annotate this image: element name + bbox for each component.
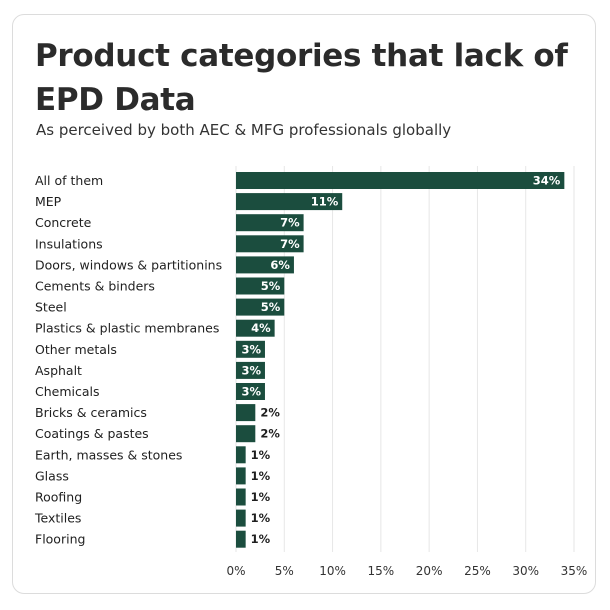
category-label: Chemicals [35,384,100,399]
data-label: 1% [251,490,271,504]
x-axis-ticks: 0% 5% 10% 15% 20% 25% 30% 35% [226,564,587,578]
data-label: 5% [261,279,281,293]
data-label: 34% [533,174,561,188]
data-label: 1% [251,448,271,462]
category-label: Textiles [34,511,81,526]
chart-subtitle: As perceived by both AEC & MFG professio… [36,121,452,139]
x-tick-label: 25% [464,564,491,578]
data-label: 6% [270,258,290,272]
x-tick-label: 15% [368,564,395,578]
category-label: Other metals [35,342,117,357]
bar [236,530,246,548]
category-label: Insulations [35,236,103,251]
bar [236,193,343,211]
category-label: Steel [35,300,67,315]
bar [236,509,246,527]
bar [236,214,304,232]
data-label: 11% [311,195,339,209]
data-label: 1% [251,511,271,525]
category-label: Coatings & pastes [35,426,149,441]
data-label: 7% [280,237,300,251]
category-labels: All of them MEP Concrete Insulations Doors, … [34,173,222,547]
bar [236,298,285,316]
data-label: 3% [241,363,261,377]
data-label: 4% [251,321,271,335]
category-label: Concrete [35,215,92,230]
category-label: Bricks & ceramics [35,405,147,420]
category-label: Asphalt [35,363,82,378]
bars: 34% 11% 7% 7% 6% 5% 5% 4% 3% 3% 3% 2% 2% 1% 1% 1% 1% 1% [236,172,565,548]
data-label: 7% [280,216,300,230]
category-label: Doors, windows & partitionins [35,257,222,272]
data-label: 1% [251,469,271,483]
chart-card [12,14,596,594]
data-label: 3% [241,342,261,356]
bar [236,446,246,464]
bar [236,488,246,506]
bar [236,361,265,379]
category-label: MEP [35,194,62,209]
data-label: 5% [261,300,281,314]
category-label: All of them [35,173,103,188]
bar [236,319,275,337]
category-label: Cements & binders [35,279,155,294]
bar [236,383,265,400]
category-label: Roofing [35,490,82,505]
bar [236,425,256,443]
bar [236,340,265,358]
bar [236,172,565,189]
bar [236,404,256,422]
bar [236,467,246,485]
x-tick-label: 35% [561,564,588,578]
data-label: 3% [241,385,261,399]
category-label: Plastics & plastic membranes [35,321,219,336]
bar [236,256,294,274]
category-label: Glass [35,468,69,483]
bar [236,235,304,253]
x-tick-label: 5% [275,564,294,578]
x-tick-label: 0% [226,564,245,578]
chart-title: Product categories that lack of EPD Data [35,38,568,118]
data-label: 2% [260,427,280,441]
bar [236,277,285,295]
data-label: 2% [260,406,280,420]
category-label: Earth, masses & stones [35,447,182,462]
x-tick-label: 30% [512,564,539,578]
category-label: Flooring [35,532,85,547]
data-label: 1% [251,532,271,546]
x-tick-label: 10% [319,564,346,578]
x-tick-label: 20% [416,564,443,578]
